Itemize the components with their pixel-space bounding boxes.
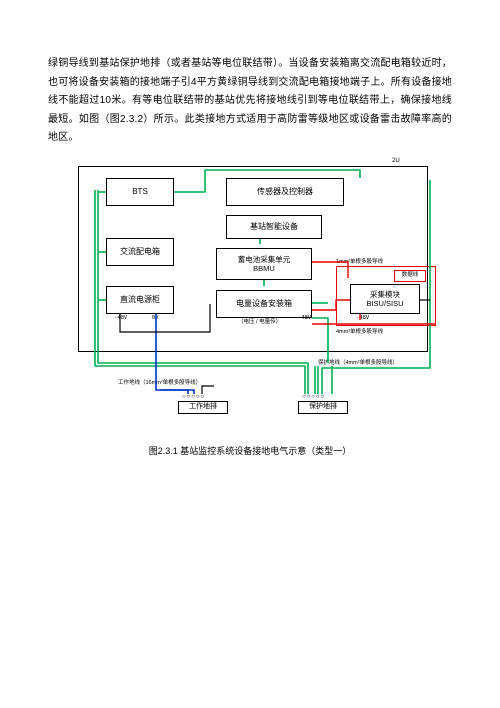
module-top-tag: 数据线 <box>394 270 426 282</box>
label-green-prot: 保护地线（4mm²单根多股导线） <box>318 358 398 366</box>
box-dcpsu: 直流电源柜 <box>106 286 174 314</box>
box-bts-label: BTS <box>132 187 148 197</box>
box-smartdev: 基站智能设备 <box>226 215 322 239</box>
box-dcpsu-label: 直流电源柜 <box>120 295 160 305</box>
box-protbar-label: 保护地排 <box>309 403 337 411</box>
body-paragraph: 绿铜导线到基站保护地排（或者基站等电位联结带）。当设备安装箱离交流配电箱较近时，… <box>48 55 452 148</box>
protbar-terminals: ○○○○○ <box>302 394 325 400</box>
dc-terminal-left: -48V <box>114 315 127 321</box>
dc-terminal-right: 0V <box>152 315 159 321</box>
box-battery-label: 蓄电池采集单元 BBMU <box>238 255 291 273</box>
box-battery: 蓄电池采集单元 BBMU <box>216 248 312 280</box>
workbar-terminals: ○○○○○ <box>182 394 205 400</box>
box-sensor: 传感器及控制器 <box>226 178 344 206</box>
box-bts: BTS <box>106 178 174 206</box>
box-protbar: 保护地排 <box>298 401 348 414</box>
box-eqbox-sublabel: （电压 / 电量传） <box>238 317 281 325</box>
box-sensor-label: 传感器及控制器 <box>257 187 313 197</box>
label-blue-work: 工作地线（16mm²单根多股导线） <box>118 378 201 386</box>
eq-terminal: -48V <box>298 315 311 321</box>
box-smartdev-label: 基站智能设备 <box>250 222 298 232</box>
label-red-upper: 1mm²单根多股导线 <box>336 257 383 265</box>
grounding-diagram: 2U BTS 传感器及控制器 基站智能设备 交流配电箱 蓄电池采集单元 BBMU… <box>60 160 440 440</box>
box-acbox-label: 交流配电箱 <box>120 247 160 257</box>
label-red-lower: 4mm²单根多股导线 <box>336 327 383 335</box>
mod-terminal: -48V <box>356 315 369 321</box>
box-workbar-label: 工作地排 <box>189 403 217 411</box>
box-acbox: 交流配电箱 <box>106 238 174 266</box>
outer-frame-label: 2U <box>392 158 400 164</box>
box-workbar: 工作地排 <box>178 401 228 414</box>
box-eqbox: 电量设备安装箱 <box>216 290 312 318</box>
figure-caption: 图2.3.1 基站监控系统设备接地电气示意（类型一） <box>48 444 452 457</box>
box-module-label: 采集模块 BISU/SISU <box>366 290 403 308</box>
page: 绿铜导线到基站保护地排（或者基站等电位联结带）。当设备安装箱离交流配电箱较近时，… <box>0 0 500 708</box>
box-eqbox-label: 电量设备安装箱 <box>236 299 292 309</box>
module-top-tag-label: 数据线 <box>402 272 419 279</box>
box-module: 采集模块 BISU/SISU <box>350 284 420 314</box>
